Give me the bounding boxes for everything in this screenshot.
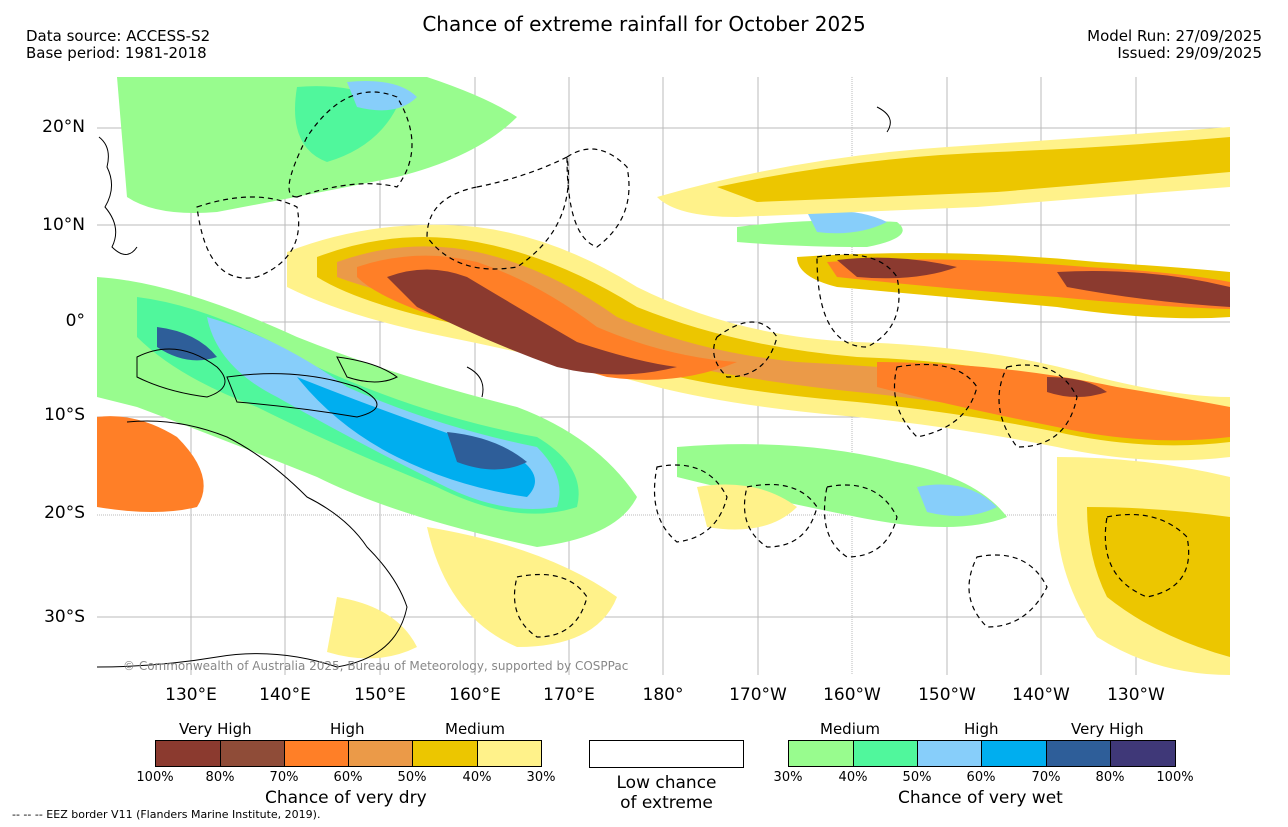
lat-label: 10°N [42, 215, 85, 235]
issued-date: Issued: 29/09/2025 [1117, 44, 1262, 62]
map-title: Chance of extreme rainfall for October 2… [422, 12, 866, 36]
wet-pct-label: 80% [1095, 770, 1125, 785]
dry-swatch [284, 740, 349, 767]
lon-label: 150°W [918, 685, 976, 705]
eez-borders [196, 91, 1190, 638]
wet-pct-label: 60% [966, 770, 996, 785]
copyright-notice: © Commonwealth of Australia 2025, Bureau… [123, 659, 629, 673]
lon-label: 170°W [729, 685, 787, 705]
coastlines [97, 106, 891, 668]
lat-label: 30°S [44, 607, 85, 627]
wet-pct-label: 50% [902, 770, 932, 785]
dry-level-medium: Medium [445, 720, 505, 738]
wet-swatch [853, 740, 918, 767]
dry-swatch [348, 740, 413, 767]
wet-swatch [917, 740, 982, 767]
wet-swatch [981, 740, 1047, 767]
lat-label: 20°N [42, 117, 85, 137]
dry-pct-label: 100% [136, 770, 174, 785]
wet-swatch [788, 740, 854, 767]
dry-pct-label: 30% [526, 770, 556, 785]
lon-label: 130°E [165, 685, 217, 705]
low-caption-line1: Low chance [616, 773, 717, 793]
wet-level-very-high: Very High [1071, 720, 1144, 738]
dry-level-very-high: Very High [179, 720, 252, 738]
dry-caption: Chance of very dry [265, 788, 427, 808]
wet-pct-label: 40% [838, 770, 868, 785]
data-source: Data source: ACCESS-S2 [26, 27, 211, 45]
lon-label: 160°W [823, 685, 881, 705]
wet-pct-label: 30% [773, 770, 803, 785]
dry-pct-label: 70% [269, 770, 299, 785]
dry-swatch [155, 740, 221, 767]
wet-swatch [1046, 740, 1111, 767]
low-chance-swatch [589, 740, 744, 768]
wet-pct-label: 100% [1156, 770, 1194, 785]
dry-pct-label: 40% [462, 770, 492, 785]
low-chance-caption: Low chance of extreme [589, 773, 744, 813]
lon-label: 130°W [1107, 685, 1165, 705]
lat-label: 20°S [44, 503, 85, 523]
base-period: Base period: 1981-2018 [26, 44, 207, 62]
dry-pct-label: 50% [397, 770, 427, 785]
wet-swatch [1110, 740, 1176, 767]
dry-swatch [412, 740, 478, 767]
wet-anomaly-shading [97, 77, 1007, 547]
model-run: Model Run: 27/09/2025 [1087, 27, 1262, 45]
wet-caption: Chance of very wet [898, 788, 1063, 808]
lon-label: 180° [642, 685, 684, 705]
eez-footnote: -- -- -- EEZ border V11 (Flanders Marine… [12, 808, 321, 821]
wet-pct-label: 70% [1031, 770, 1061, 785]
rainfall-map [97, 77, 1230, 675]
lon-label: 170°E [543, 685, 595, 705]
wet-level-high: High [964, 720, 999, 738]
dry-anomaly-shading [97, 127, 1230, 675]
lon-label: 160°E [449, 685, 501, 705]
lon-label: 140°W [1012, 685, 1070, 705]
lat-label: 10°S [44, 405, 85, 425]
wet-level-medium: Medium [820, 720, 880, 738]
dry-swatch [220, 740, 285, 767]
dry-swatch [477, 740, 542, 767]
low-caption-line2: of extreme [620, 793, 713, 813]
dry-pct-label: 80% [205, 770, 235, 785]
dry-level-high: High [330, 720, 365, 738]
lat-label: 0° [65, 311, 85, 331]
lon-label: 140°E [259, 685, 311, 705]
lon-label: 150°E [354, 685, 406, 705]
dry-pct-label: 60% [333, 770, 363, 785]
